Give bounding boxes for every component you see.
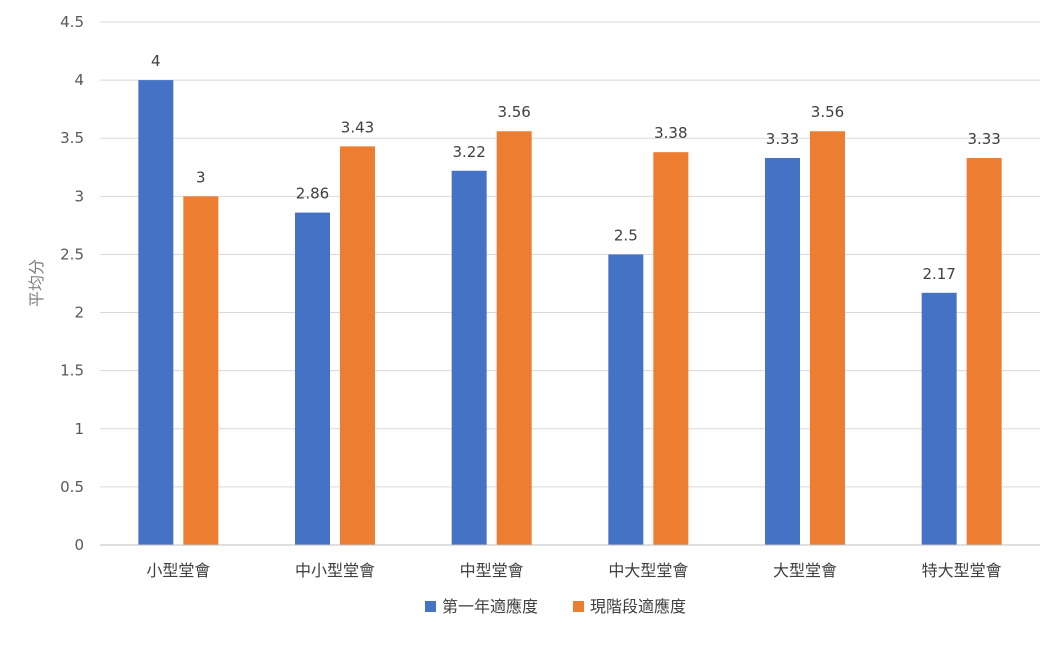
gridlines bbox=[100, 21, 1040, 488]
bar-series-2 bbox=[183, 196, 219, 546]
data-label: 3.56 bbox=[811, 103, 844, 121]
x-axis: 小型堂會 中小型堂會 中型堂會 中大型堂會 大型堂會 特大型堂會 bbox=[100, 544, 1040, 580]
y-tick-label: 3.5 bbox=[60, 129, 84, 147]
bar-series-2 bbox=[810, 131, 845, 545]
data-label: 2.86 bbox=[296, 185, 329, 203]
data-label: 3.38 bbox=[654, 124, 687, 142]
legend-label: 第一年適應度 bbox=[442, 597, 538, 616]
data-label: 3.33 bbox=[766, 130, 799, 148]
bar-series-1 bbox=[295, 212, 330, 546]
x-category-label: 中大型堂會 bbox=[608, 561, 688, 580]
data-label: 2.5 bbox=[614, 226, 638, 244]
data-label: 3.56 bbox=[497, 103, 530, 121]
data-label: 3 bbox=[196, 168, 206, 186]
x-category-label: 特大型堂會 bbox=[922, 561, 1002, 580]
legend-label: 現階段適應度 bbox=[590, 597, 686, 616]
data-labels: 4 3 2.86 3.43 3.22 3.56 2.5 3.38 3.33 3.56 2.17 3.3… bbox=[151, 52, 1001, 283]
y-tick-label: 0 bbox=[74, 536, 84, 554]
bar-series-1 bbox=[138, 80, 174, 545]
y-tick-label: 1.5 bbox=[60, 362, 84, 380]
bar-series-1 bbox=[921, 292, 957, 545]
x-category-label: 中型堂會 bbox=[460, 561, 524, 580]
y-tick-label: 2.5 bbox=[60, 245, 84, 263]
legend: 第一年適應度 現階段適應度 bbox=[425, 597, 686, 616]
x-category-label: 小型堂會 bbox=[146, 561, 210, 580]
y-axis-title: 平均分 bbox=[27, 259, 46, 307]
data-label: 3.43 bbox=[341, 118, 374, 136]
bars bbox=[138, 80, 1002, 546]
legend-swatch bbox=[573, 601, 584, 612]
x-category-label: 中小型堂會 bbox=[295, 561, 375, 580]
bar-series-2 bbox=[966, 157, 1002, 546]
y-tick-label: 0.5 bbox=[60, 478, 84, 496]
data-label: 3.33 bbox=[967, 130, 1000, 148]
bar-series-1 bbox=[608, 254, 644, 545]
y-tick-label: 1 bbox=[74, 420, 84, 438]
bar-series-2 bbox=[340, 146, 375, 545]
bar-series-1 bbox=[765, 157, 800, 546]
bar-series-2 bbox=[496, 131, 532, 545]
y-tick-label: 3 bbox=[74, 187, 84, 205]
y-tick-label: 2 bbox=[74, 304, 84, 322]
y-axis-ticks: 0 0.5 1 1.5 2 2.5 3 3.5 4 4.5 bbox=[60, 13, 84, 554]
data-label: 2.17 bbox=[922, 265, 955, 283]
legend-swatch bbox=[425, 601, 436, 612]
y-tick-label: 4.5 bbox=[60, 13, 84, 31]
x-category-label: 大型堂會 bbox=[773, 561, 837, 580]
data-label: 4 bbox=[151, 52, 161, 70]
y-tick-label: 4 bbox=[74, 71, 84, 89]
data-label: 3.22 bbox=[452, 143, 485, 161]
bar-series-2 bbox=[653, 152, 689, 545]
bar-series-1 bbox=[451, 170, 487, 545]
